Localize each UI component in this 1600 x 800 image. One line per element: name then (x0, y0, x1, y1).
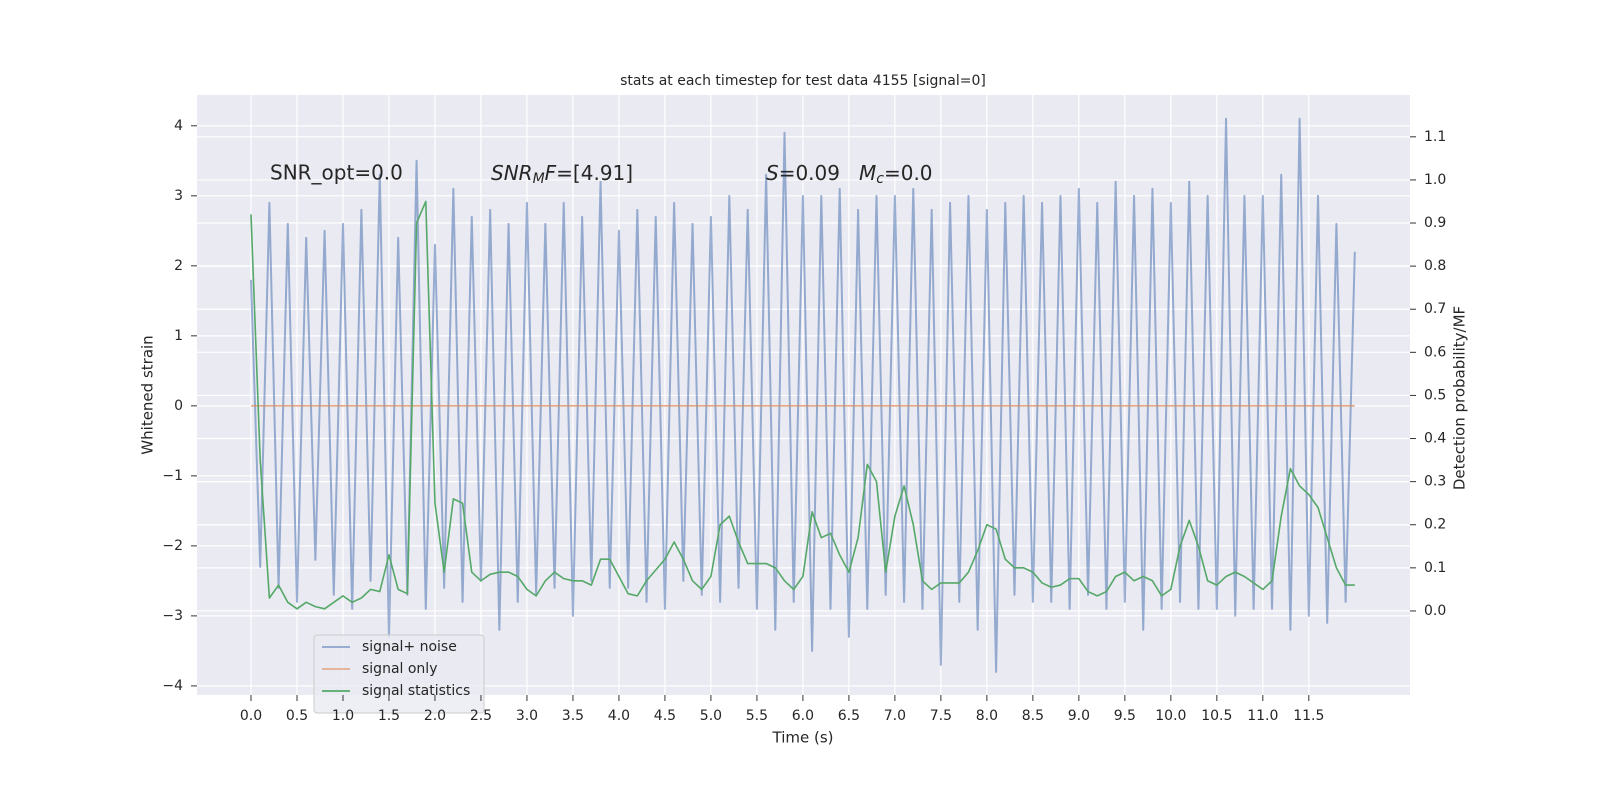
x-tick-label: 7.5 (930, 708, 952, 724)
annotation-symbol: F (545, 161, 557, 185)
chart-title: stats at each timestep for test data 415… (620, 73, 986, 89)
y-tick-label: 4 (174, 118, 183, 134)
x-axis-label: Time (s) (772, 729, 834, 747)
annotation-text: =0.0 (884, 161, 933, 185)
annotation-text: =0.09 (779, 161, 840, 185)
y-tick-label: 2 (174, 258, 183, 274)
legend-box (313, 634, 485, 714)
annotation-symbol: SNR (491, 161, 533, 185)
x-tick-label: 11.5 (1293, 708, 1324, 724)
y-tick-label: −4 (162, 678, 183, 694)
x-tick-label: 8.0 (976, 708, 998, 724)
y-tick-label: −2 (162, 538, 183, 554)
x-tick-label: 4.5 (654, 708, 676, 724)
legend-label: signal only (362, 661, 437, 677)
annotation: SNRMF=[4.91] (491, 161, 633, 188)
legend-label: signal+ noise (362, 639, 457, 655)
x-tick-label: 0.5 (286, 708, 308, 724)
x-tick-label: 2.5 (470, 708, 492, 724)
x-tick-label: 0.0 (240, 708, 262, 724)
annotation: Mc=0.0 (859, 161, 933, 188)
x-tick-label: 8.5 (1022, 708, 1044, 724)
annotation-subscript: M (533, 171, 545, 187)
y2-tick-label: 0.9 (1424, 215, 1446, 231)
y2-tick-label: 0.1 (1424, 560, 1446, 576)
y2-tick-label: 0.6 (1424, 344, 1446, 360)
y-tick-label: 3 (174, 188, 183, 204)
x-tick-label: 5.5 (746, 708, 768, 724)
y2-tick-label: 0.4 (1424, 431, 1446, 447)
y2-tick-label: 1.0 (1424, 172, 1446, 188)
legend: signal+ noise signal only signal statistic… (313, 634, 485, 714)
y2-tick-label: 0.3 (1424, 474, 1446, 490)
annotation: SNR_opt=0.0 (270, 161, 403, 185)
y-axis-label: Whitened strain (139, 335, 157, 454)
x-tick-label: 9.0 (1068, 708, 1090, 724)
annotation-subscript: c (876, 171, 884, 187)
series-line (250, 200, 1355, 610)
y2-tick-label: 0.8 (1424, 258, 1446, 274)
y2-tick-label: 1.1 (1424, 129, 1446, 145)
x-tick-label: 7.0 (884, 708, 906, 724)
y2-tick-label: 0.7 (1424, 301, 1446, 317)
y2-axis-label: Detection probability/MF (1451, 306, 1469, 490)
annotation: S=0.09 (766, 161, 840, 185)
x-tick-label: 1.0 (332, 708, 354, 724)
x-tick-label: 11.0 (1247, 708, 1278, 724)
y2-tick-label: 0.5 (1424, 387, 1446, 403)
series-line (249, 117, 1356, 673)
annotation-symbol: S (766, 161, 779, 185)
x-tick-label: 2.0 (424, 708, 446, 724)
x-tick-label: 4.0 (608, 708, 630, 724)
lines (249, 117, 1356, 673)
x-tick-label: 10.0 (1155, 708, 1186, 724)
y2-tick-label: 0.0 (1424, 603, 1446, 619)
legend-label: signal statistics (362, 683, 470, 699)
y-tick-label: −3 (162, 608, 183, 624)
x-tick-label: 3.0 (516, 708, 538, 724)
y-tick-label: −1 (162, 468, 183, 484)
annotation-text: =[4.91] (556, 161, 633, 185)
y-tick-label: 0 (174, 398, 183, 414)
x-tick-label: 5.0 (700, 708, 722, 724)
y2-tick-label: 0.2 (1424, 517, 1446, 533)
x-tick-label: 6.0 (792, 708, 814, 724)
x-tick-label: 3.5 (562, 708, 584, 724)
annotation-symbol: M (859, 161, 876, 185)
x-tick-label: 9.5 (1114, 708, 1136, 724)
x-tick-label: 6.5 (838, 708, 860, 724)
x-tick-label: 1.5 (378, 708, 400, 724)
x-tick-label: 10.5 (1201, 708, 1232, 724)
y-tick-label: 1 (174, 328, 183, 344)
